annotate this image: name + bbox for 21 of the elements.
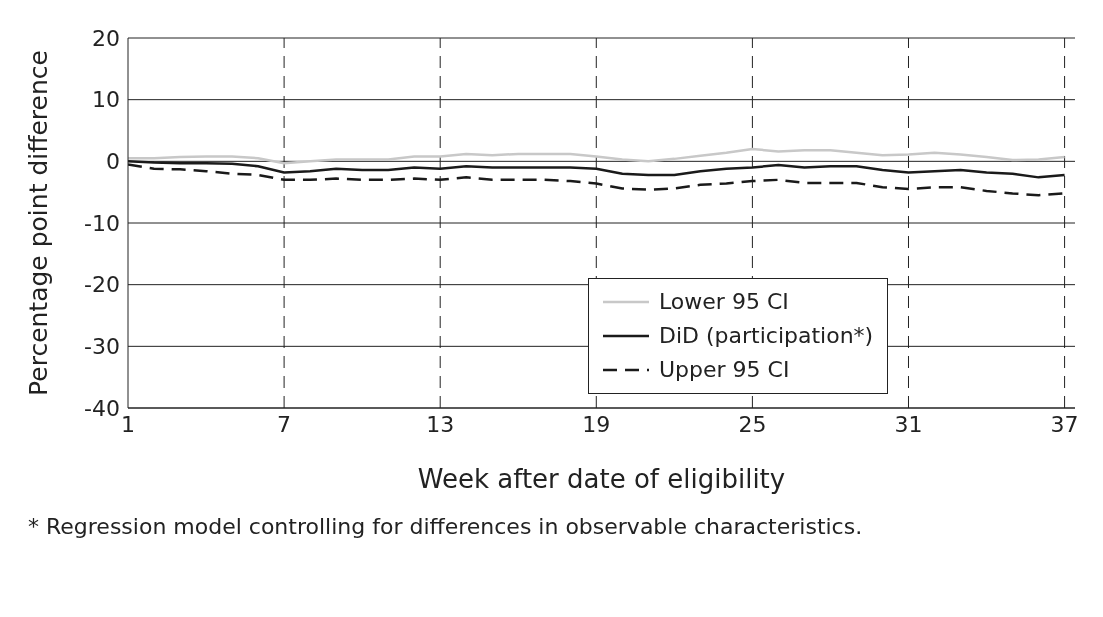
x-tick-label: 13 (426, 411, 455, 437)
y-tick-label: 20 (92, 25, 120, 51)
legend-label: DiD (participation*) (659, 322, 874, 350)
text: * Regression model controlling for differences in observable characteristics. (28, 514, 864, 539)
y-axis-title: Percentage point difference (23, 50, 53, 396)
x-axis-title: Week after date of eligibility (417, 464, 786, 494)
y-tick-label: 10 (92, 87, 120, 113)
x-tick-label: 31 (894, 411, 923, 437)
y-tick-label: 0 (106, 149, 120, 175)
legend-label: Lower 95 CI (659, 288, 789, 316)
legend-label: Upper 95 CI (659, 356, 790, 384)
x-tick-label: 37 (1050, 411, 1079, 437)
x-tick-label: 25 (738, 411, 767, 437)
y-tick-label: -40 (84, 395, 120, 421)
x-tick-label: 1 (121, 411, 135, 437)
x-tick-label: 7 (277, 411, 292, 437)
x-tick-label: 19 (582, 411, 611, 437)
y-tick-label: -10 (84, 210, 120, 236)
y-tick-label: -20 (84, 272, 120, 298)
y-tick-label: -30 (84, 334, 120, 360)
line-series (128, 147, 1066, 165)
